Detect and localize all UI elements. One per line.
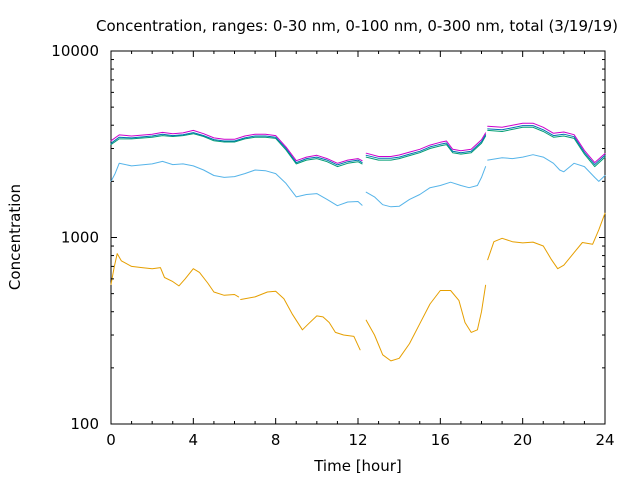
y-tick-label: 10000: [51, 42, 99, 60]
ticks-layer: 0 4 8 12 16 20 24 100 1000 10000: [51, 42, 614, 449]
series-2-segment-3-line: [487, 154, 606, 182]
x-tick-label: 24: [595, 431, 614, 449]
series-layer: [110, 122, 606, 362]
series-3-segment-3-line: [487, 126, 606, 168]
y-tick-label: 100: [70, 415, 99, 433]
chart-title: Concentration, ranges: 0-30 nm, 0-100 nm…: [96, 17, 618, 35]
series-1-segment-1-line: [110, 253, 240, 298]
x-axis-label: Time [hour]: [313, 457, 402, 475]
plot-frame: [110, 50, 606, 425]
series-5-segment-2-line: [365, 132, 487, 157]
x-tick-label: 4: [189, 431, 199, 449]
x-tick-label: 0: [106, 431, 116, 449]
series-3-segment-1-line: [110, 133, 363, 168]
series-2-segment-1-line: [110, 160, 363, 207]
series-5-segment-3-line: [487, 122, 606, 164]
x-tick-label: 16: [431, 431, 450, 449]
series-2-segment-2-line: [365, 166, 487, 208]
series-1-segment-2-line: [240, 290, 361, 351]
series-4-segment-3-line: [487, 125, 606, 166]
series-4-segment-1-line: [110, 132, 363, 166]
series-5-segment-1-line: [110, 129, 363, 164]
series-4-segment-2-line: [365, 134, 487, 159]
x-tick-label: 8: [271, 431, 281, 449]
series-1-segment-3-line: [365, 284, 487, 362]
y-axis-label: Concentration: [6, 184, 24, 290]
series-1-segment-4-line: [487, 212, 606, 270]
x-tick-label: 12: [348, 431, 367, 449]
x-tick-label: 20: [513, 431, 532, 449]
series-3-segment-2-line: [365, 135, 487, 161]
y-tick-label: 1000: [61, 229, 99, 247]
